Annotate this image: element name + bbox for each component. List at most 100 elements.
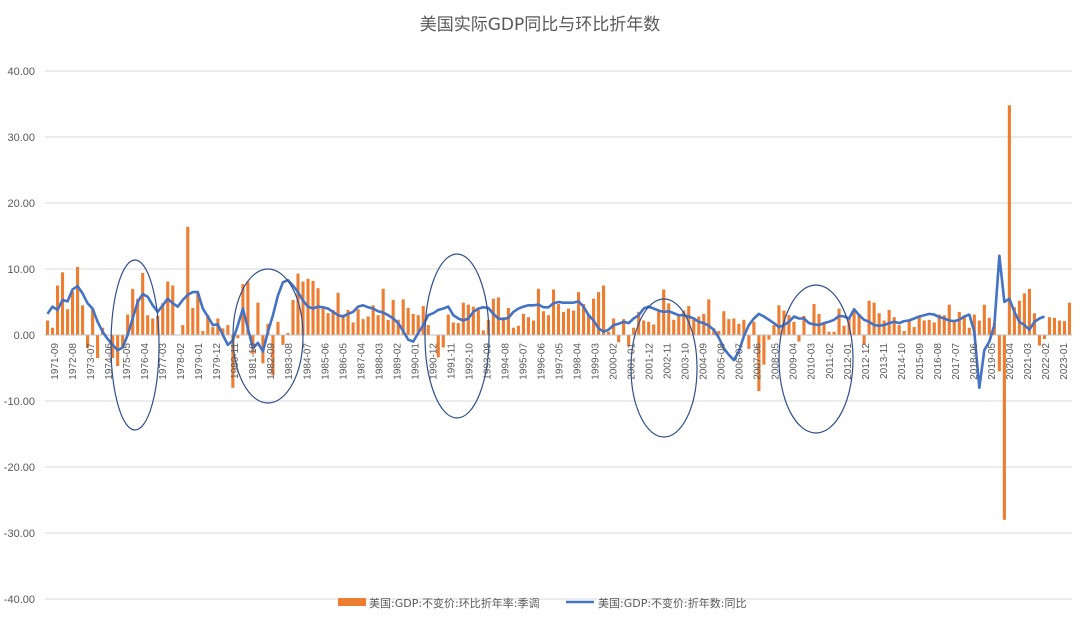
bar [762, 335, 766, 365]
bar [231, 335, 235, 388]
bar [451, 322, 455, 335]
highlight-ellipse [630, 298, 698, 438]
bar [632, 327, 636, 335]
bar [742, 319, 746, 335]
bar [71, 291, 75, 335]
bar [752, 321, 756, 335]
bar [1002, 335, 1006, 520]
bar [657, 309, 661, 335]
x-tick-label: 1974-06 [104, 343, 115, 380]
bar [276, 321, 280, 335]
bar [787, 315, 791, 335]
x-tick-label: 1975-05 [122, 343, 133, 380]
bar [802, 315, 806, 335]
bar [226, 325, 230, 335]
bar [667, 303, 671, 335]
bar [857, 313, 861, 335]
bar [772, 325, 776, 335]
bar [491, 298, 495, 335]
bar-series [45, 105, 1072, 520]
bar [501, 317, 505, 335]
bar [737, 323, 741, 335]
bar [607, 331, 611, 335]
bar [146, 315, 150, 335]
x-tick-label: 2023-01 [1059, 343, 1070, 380]
bar [271, 335, 275, 376]
x-tick-label: 2015-09 [915, 343, 926, 380]
bar [792, 321, 796, 335]
bar [566, 308, 571, 335]
bar [531, 320, 536, 335]
x-tick-label: 1993-09 [482, 343, 493, 380]
bar [186, 226, 190, 335]
bar [652, 324, 656, 335]
legend-line-label: 美国:GDP:不变价:折年数:同比 [598, 596, 746, 610]
bar [727, 319, 731, 335]
gridlines [45, 70, 1072, 600]
bar [872, 302, 876, 335]
x-tick-label: 2002-11 [663, 343, 674, 379]
bar [927, 319, 931, 335]
bar [592, 298, 596, 335]
x-tick-label: 2000-02 [609, 343, 620, 380]
bar [797, 335, 801, 342]
bar [682, 310, 686, 335]
highlight-ellipse [778, 284, 854, 434]
bar [516, 325, 520, 335]
bar [401, 299, 405, 335]
bar [1047, 317, 1052, 335]
x-tick-label: 1983-08 [284, 343, 295, 380]
x-tick-label: 1971-09 [50, 343, 61, 380]
bar [587, 313, 591, 335]
bar [166, 281, 170, 335]
bar [827, 331, 831, 335]
bar [707, 299, 711, 335]
x-axis: 1971-09 1972-08 1973-07 1974-06 1975-05 1976-… [50, 343, 1070, 380]
bar [561, 311, 566, 335]
x-tick-label: 1990-01 [410, 343, 421, 380]
bar [617, 335, 621, 343]
bar [1067, 302, 1072, 335]
bar [136, 298, 140, 335]
bar [556, 303, 561, 335]
x-tick-label: 1980-11 [230, 343, 241, 379]
bar [897, 325, 901, 335]
bar [281, 335, 285, 345]
x-tick-label: 1987-04 [356, 343, 367, 380]
yoy-line [46, 254, 1045, 390]
x-tick-label: 1996-06 [536, 343, 547, 380]
bar [732, 318, 736, 335]
bar [296, 273, 300, 335]
bar [722, 311, 726, 335]
bar [331, 309, 335, 335]
bar [987, 317, 991, 335]
bar [246, 281, 250, 335]
legend: 美国:GDP:不变价:环比折年率:季调 美国:GDP:不变价:折年数:同比 [338, 596, 746, 610]
x-tick-label: 2008-05 [771, 343, 782, 380]
bar [581, 303, 586, 335]
bar [551, 289, 556, 335]
x-tick-label: 1988-03 [374, 343, 385, 380]
bar [526, 317, 530, 335]
x-tick-label: 2017-07 [951, 343, 962, 380]
bar [426, 325, 430, 335]
bar [622, 319, 626, 335]
x-tick-label: 2020-04 [1005, 343, 1016, 380]
x-tick-label: 1989-02 [392, 343, 403, 380]
chart-title: 美国实际GDP同比与环比折年数 [419, 15, 661, 35]
x-tick-label: 2019-05 [987, 343, 998, 380]
bar [301, 281, 305, 335]
y-tick-label: 40.00 [7, 66, 35, 78]
x-tick-label: 2013-11 [879, 343, 890, 379]
bar [1037, 335, 1041, 346]
x-tick-label: 2005-08 [717, 343, 728, 380]
bar [371, 305, 375, 335]
bar [717, 331, 721, 335]
bar [957, 311, 961, 335]
bar [757, 335, 761, 392]
bar [356, 309, 360, 335]
bar [692, 319, 696, 335]
bar [316, 288, 320, 335]
bar [196, 293, 200, 335]
bar [837, 308, 841, 335]
